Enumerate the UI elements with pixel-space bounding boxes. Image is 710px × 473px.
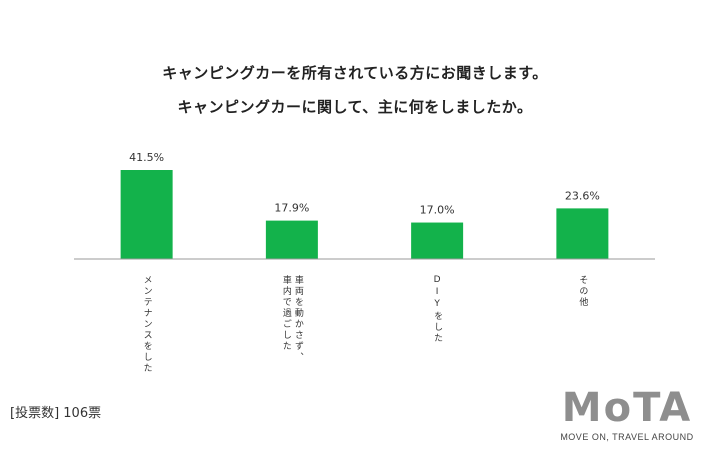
category-label-text: 車内で過ごした <box>281 274 292 352</box>
category-label: DIYをした <box>432 275 443 344</box>
data-label: 23.6% <box>565 189 600 202</box>
data-label: 17.9% <box>274 202 309 215</box>
category-label-text: 車両を動かさず、 <box>293 274 304 363</box>
chart-title-line2: キャンピングカーに関して、主に何をしましたか。 <box>177 98 533 116</box>
category-label-text: メンテナンスをした <box>142 275 153 374</box>
data-label: 41.5% <box>129 151 164 164</box>
logo-wordmark: MoTA <box>561 385 693 431</box>
vote-count-note: [投票数] 106票 <box>10 406 102 421</box>
bar <box>265 220 318 259</box>
chart-title-line1: キャンピングカーを所有されている方にお聞きします。 <box>162 64 548 82</box>
category-label: 車両を動かさず、車内で過ごした <box>281 274 304 363</box>
bar <box>556 208 609 259</box>
category-label-text: その他 <box>577 275 588 308</box>
data-label: 17.0% <box>420 204 455 217</box>
logo-tagline: MOVE ON, TRAVEL AROUND <box>560 432 694 442</box>
category-label: メンテナンスをした <box>142 275 153 374</box>
category-label-text: DIYをした <box>432 275 443 344</box>
bar <box>120 170 173 259</box>
category-label: その他 <box>577 275 588 308</box>
mota-logo: MoTA MOVE ON, TRAVEL AROUND <box>552 388 702 442</box>
bar <box>411 222 464 259</box>
